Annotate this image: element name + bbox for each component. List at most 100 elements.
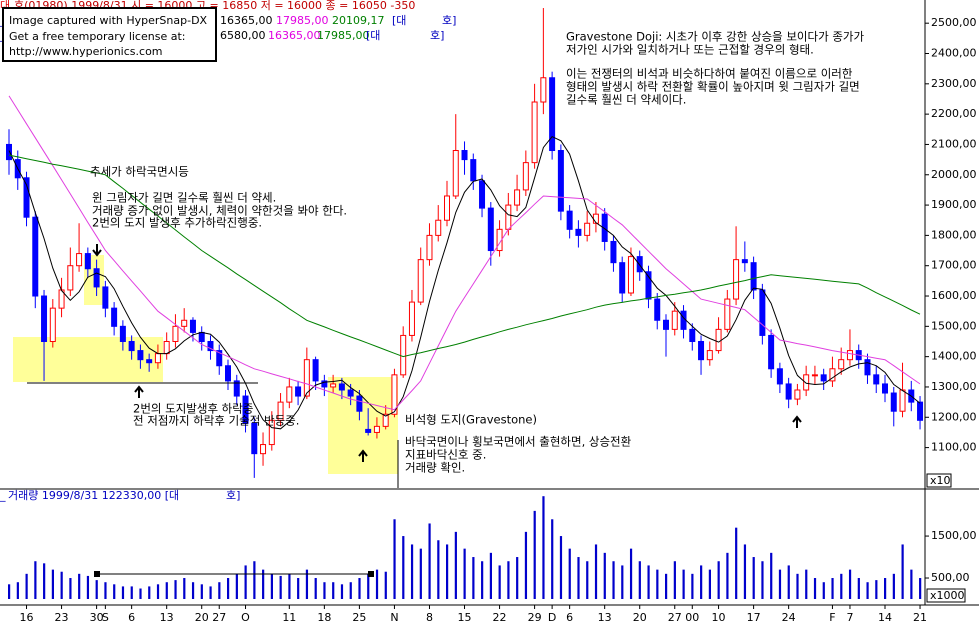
volume-bar — [717, 561, 720, 599]
x-tick-label: 18 — [317, 611, 331, 624]
candle-body — [741, 259, 748, 264]
x-tick-label: 30 — [90, 611, 104, 624]
candle-body — [41, 295, 48, 342]
volume-bar — [735, 527, 738, 599]
candle-body — [452, 150, 459, 197]
volume-bar — [314, 578, 317, 599]
x-tick-label: 22 — [493, 611, 507, 624]
volume-bar — [419, 548, 422, 599]
candle-body — [706, 350, 713, 361]
candle-body — [549, 77, 556, 152]
candle-body — [610, 240, 617, 264]
candle-body — [6, 143, 12, 161]
candle-body — [724, 298, 731, 330]
x-tick-label: 24 — [782, 611, 796, 624]
x-tick-label: 6 — [566, 611, 573, 624]
volume-bar — [402, 536, 405, 599]
candle-body — [654, 298, 661, 321]
candle-body — [899, 389, 906, 412]
x-tick-label: 20 — [195, 611, 209, 624]
annotation: 형태의 발생시 하락 전환할 확률이 높아지며 윗 그림자가 길면 — [566, 80, 860, 94]
volume-bar — [481, 561, 484, 599]
volume-bar — [34, 561, 37, 599]
volume-bar — [787, 565, 790, 599]
annotation: 추세가 하락국면시등 — [90, 165, 189, 179]
header-text: 6580,00 — [220, 29, 266, 42]
candle-body — [181, 319, 188, 327]
volume-bar — [104, 582, 107, 599]
volume-bar — [244, 565, 247, 599]
volume-bar — [875, 580, 878, 599]
volume-bar — [813, 578, 817, 599]
candle-body — [680, 310, 687, 330]
candle-body — [768, 334, 775, 370]
volume-bar — [410, 544, 414, 599]
header-text: 16365,00 — [268, 29, 321, 42]
candle-body — [198, 331, 205, 342]
candle-body — [67, 265, 74, 291]
volume-bar — [612, 561, 615, 599]
candle-body — [303, 359, 310, 397]
volume-bar — [857, 578, 860, 599]
ma-line — [8, 154, 921, 358]
candle-body — [829, 368, 836, 382]
candle-body — [23, 177, 30, 218]
x-tick-label: 23 — [55, 611, 69, 624]
candle-body — [522, 162, 529, 191]
header-text: [대 — [392, 14, 406, 27]
candle-body — [663, 319, 669, 330]
volume-bar — [647, 565, 650, 599]
y-tick-label: 500,00 — [931, 571, 970, 584]
volume-bar — [113, 584, 116, 599]
candle-body — [93, 268, 100, 288]
plot-area: 1100,00 1200,00 1300,00 1400,00 1500,00 1600,… — [6, 8, 977, 624]
candle-body — [119, 325, 126, 342]
arrow — [134, 385, 144, 398]
volume-title: 거래량 1999/8/31 122330,00 [대 — [8, 489, 179, 502]
volume-bar — [638, 561, 641, 599]
volume-title: 호] — [226, 489, 240, 502]
volume-bar — [8, 584, 11, 599]
volume-bar — [454, 531, 457, 599]
volume-bar — [78, 573, 81, 599]
volume-bar — [621, 565, 624, 599]
scale-label: x10 — [930, 474, 951, 487]
candle-body — [470, 159, 477, 182]
x-tick-label: 11 — [282, 611, 296, 624]
volume-bar — [69, 578, 72, 599]
y-tick-label: 2400,00 — [931, 47, 977, 60]
volume-bar — [472, 557, 475, 599]
candle-body — [426, 234, 433, 261]
volume-bar — [726, 552, 729, 599]
candle-body — [400, 334, 407, 376]
header-text: [대 — [366, 29, 380, 42]
candle-body — [242, 395, 249, 424]
candle-body — [864, 359, 871, 376]
scale-label: x1000 — [930, 589, 965, 602]
annotation: 비석형 도지(Gravestone) — [405, 413, 537, 427]
header-text: 17985,00 — [317, 29, 370, 42]
candle-body — [347, 389, 354, 397]
watermark-text: http://www.hyperionics.com — [9, 45, 163, 58]
volume-bar — [743, 544, 747, 599]
candle-body — [102, 286, 109, 309]
volume-bar — [761, 561, 764, 599]
annotation: 길수록 훨씬 더 약세이다. — [566, 93, 686, 107]
candle-body — [733, 259, 740, 300]
volume-bar — [866, 582, 869, 599]
candle-body — [917, 401, 924, 421]
volume-bar — [165, 582, 168, 599]
volume-bar — [16, 582, 19, 599]
candle-body — [251, 422, 258, 455]
volume-bar — [463, 548, 466, 599]
volume-bar — [901, 544, 904, 599]
volume-bar — [332, 582, 335, 599]
volume-bar — [130, 586, 133, 599]
volume-bar — [253, 561, 256, 599]
header-text: 17985,00 — [276, 14, 329, 27]
candle-body — [382, 413, 389, 427]
y-tick-label: 2100,00 — [931, 137, 977, 150]
x-tick-label: F — [829, 611, 835, 624]
candle-body — [356, 395, 363, 412]
